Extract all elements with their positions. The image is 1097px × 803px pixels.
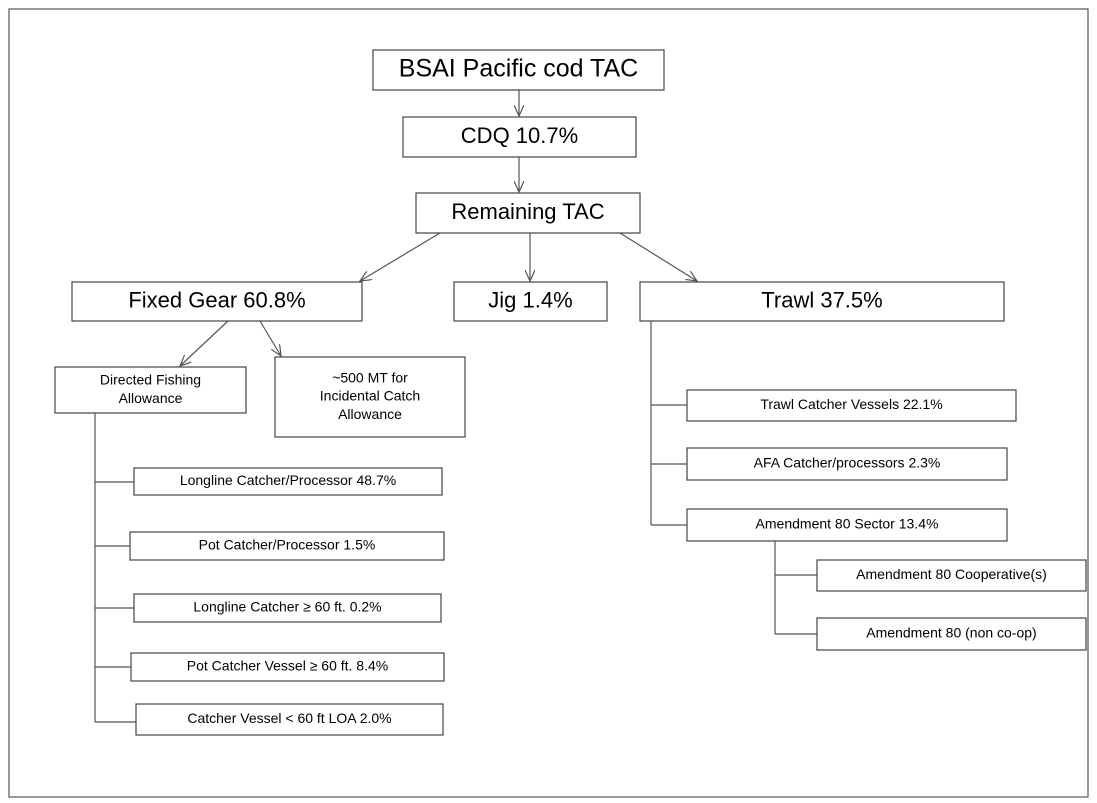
node-label: Longline Catcher/Processor 48.7% (180, 472, 396, 488)
node-label: Trawl Catcher Vessels 22.1% (760, 396, 942, 412)
node-label: Pot Catcher Vessel ≥ 60 ft. 8.4% (187, 658, 388, 674)
node-label: Amendment 80 Sector 13.4% (756, 516, 939, 532)
node-box (133, 593, 442, 623)
node-label: Amendment 80 Cooperative(s) (856, 566, 1047, 582)
node-box (130, 652, 445, 682)
node-label: Catcher Vessel < 60 ft LOA 2.0% (187, 710, 391, 726)
arrow (619, 232, 697, 281)
node-box (686, 508, 1008, 542)
node-box (816, 617, 1087, 651)
bracket (94, 413, 136, 723)
node-box (639, 281, 1005, 322)
node-box (816, 559, 1087, 592)
node-box (133, 467, 443, 496)
node-label: CDQ 10.7% (461, 123, 578, 148)
arrow (180, 320, 229, 366)
node-label: Jig 1.4% (488, 287, 572, 312)
frame (8, 8, 1089, 798)
node-box (372, 49, 665, 91)
arrow (259, 320, 281, 356)
node-box (402, 116, 637, 158)
arrow (360, 232, 441, 281)
node-box (71, 281, 363, 322)
node-label: BSAI Pacific cod TAC (399, 55, 638, 83)
node-box (135, 703, 444, 736)
node-label: Trawl 37.5% (761, 287, 882, 312)
node-label: Directed Fishing (100, 372, 201, 388)
node-box (415, 192, 641, 234)
node-label: Allowance (119, 390, 183, 406)
node-box (274, 356, 466, 438)
node-label: Allowance (338, 406, 402, 422)
node-box (686, 389, 1017, 422)
node-label: ~500 MT for (332, 370, 408, 386)
node-label: Longline Catcher ≥ 60 ft. 0.2% (193, 599, 381, 615)
connectors (94, 90, 817, 723)
node-box (54, 366, 247, 414)
node-label: AFA Catcher/processors 2.3% (754, 455, 941, 471)
node-label: Amendment 80 (non co-op) (866, 625, 1036, 641)
node-label: Incidental Catch (320, 388, 420, 404)
bracket (650, 321, 687, 526)
node-label: Fixed Gear 60.8% (128, 287, 305, 312)
node-box (129, 531, 445, 561)
node-box (686, 447, 1008, 481)
node-box (453, 281, 608, 322)
node-label: Pot Catcher/Processor 1.5% (199, 537, 376, 553)
node-label: Remaining TAC (451, 199, 604, 224)
bracket (774, 541, 817, 635)
